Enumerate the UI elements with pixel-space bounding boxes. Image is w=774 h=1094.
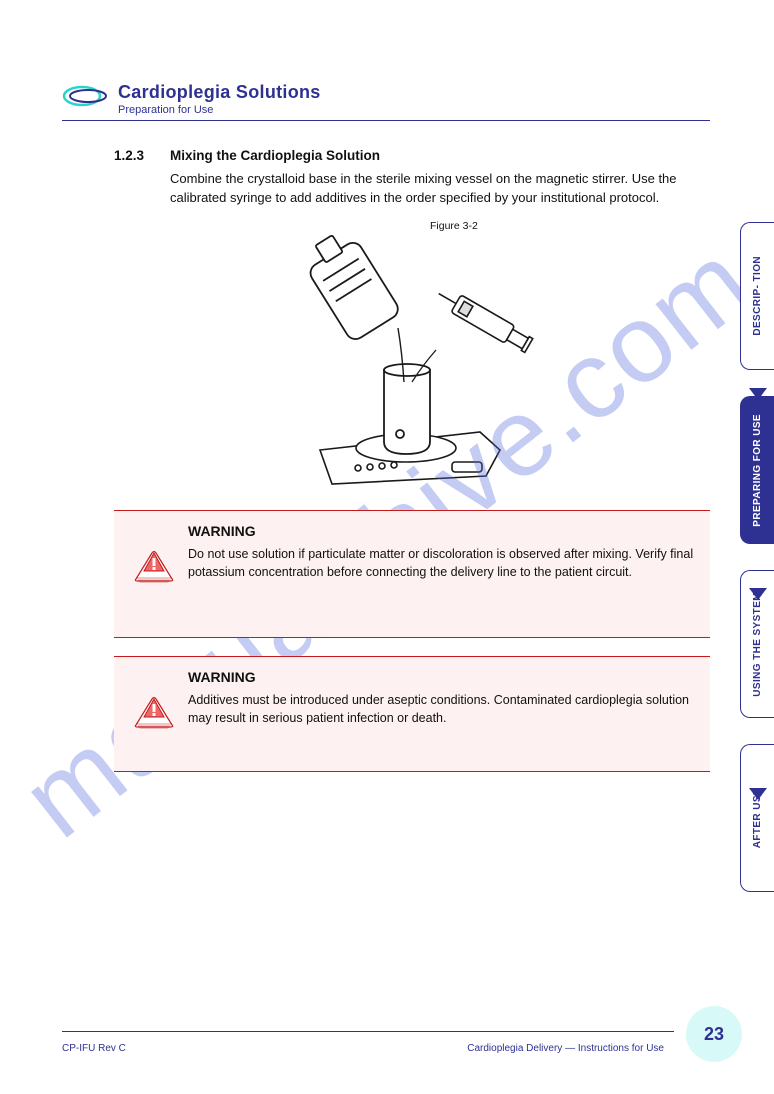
brand-logo bbox=[62, 80, 107, 112]
section-paragraph: Combine the crystalloid base in the ster… bbox=[170, 170, 694, 208]
warning-icon bbox=[132, 547, 176, 585]
figure-label: Figure 3-2 bbox=[430, 220, 478, 232]
warning-box-1: WARNING Do not use solution if particula… bbox=[114, 510, 710, 638]
warning-body-1: Do not use solution if particulate matte… bbox=[188, 545, 694, 581]
tab-label: PREPARING FOR USE bbox=[752, 414, 764, 527]
warning-title-1: WARNING bbox=[188, 523, 256, 539]
section-number: 1.2.3 bbox=[114, 148, 144, 163]
chevron-down-icon bbox=[749, 588, 767, 600]
tab-description[interactable]: DESCRIP- TION bbox=[740, 222, 774, 370]
footer-right: Cardioplegia Delivery — Instructions for… bbox=[467, 1043, 664, 1054]
page-number: 23 bbox=[704, 1024, 724, 1045]
chevron-down-icon bbox=[749, 388, 767, 400]
page-title: Cardioplegia Solutions bbox=[118, 82, 321, 103]
warning-icon bbox=[132, 693, 176, 731]
chevron-down-icon bbox=[749, 788, 767, 800]
tab-preparing[interactable]: PREPARING FOR USE bbox=[740, 396, 774, 544]
section-title: Mixing the Cardioplegia Solution bbox=[170, 148, 380, 163]
footer-rule bbox=[62, 1031, 674, 1032]
header-rule bbox=[62, 120, 710, 121]
page-subtitle: Preparation for Use bbox=[118, 104, 213, 116]
footer-left: CP-IFU Rev C bbox=[62, 1043, 126, 1054]
tab-after[interactable]: AFTER USE bbox=[740, 744, 774, 892]
warning-box-2: WARNING Additives must be introduced und… bbox=[114, 656, 710, 772]
warning-title-2: WARNING bbox=[188, 669, 256, 685]
tab-label: USING THE SYSTEM bbox=[752, 592, 764, 697]
warning-body-2: Additives must be introduced under asept… bbox=[188, 691, 694, 727]
page-number-badge: 23 bbox=[686, 1006, 742, 1062]
mixing-illustration bbox=[280, 232, 544, 492]
tab-label: DESCRIP- TION bbox=[752, 256, 764, 336]
